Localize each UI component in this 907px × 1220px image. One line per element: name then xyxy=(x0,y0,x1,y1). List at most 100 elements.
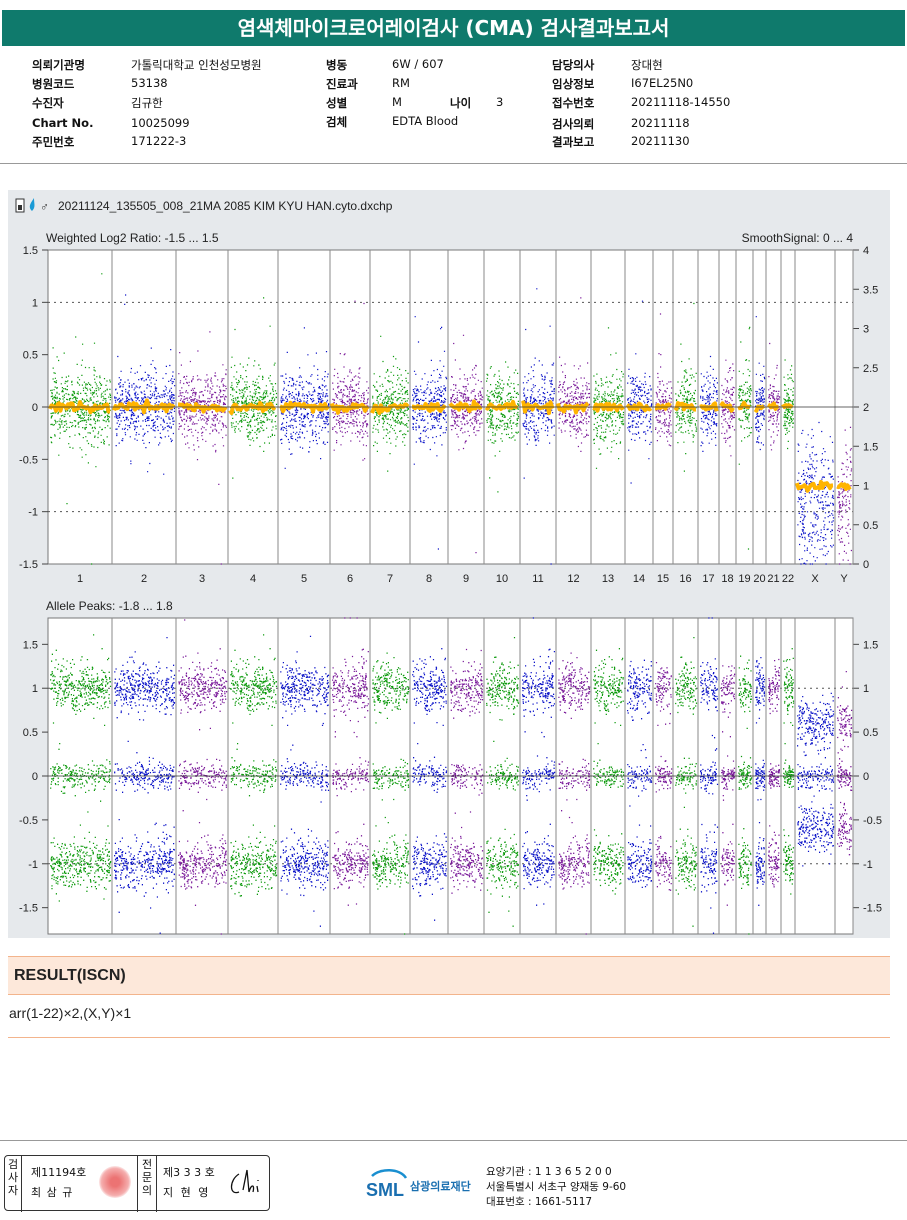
allele-points-chr-5 xyxy=(280,828,329,927)
chr-label-21: 21 xyxy=(767,573,779,585)
y-tick-label: -1 xyxy=(28,859,38,871)
log2-points-chr-6 xyxy=(332,300,370,461)
info-value: 20211130 xyxy=(631,134,690,148)
chr-label-19: 19 xyxy=(738,573,750,585)
allele-points-chr-5 xyxy=(280,724,330,803)
footer-line1: 요양기관 : 1 1 3 6 5 2 0 0 xyxy=(486,1166,612,1178)
divider xyxy=(0,163,907,164)
log2-points-chr-19 xyxy=(738,326,753,550)
chr-label-1: 1 xyxy=(77,573,83,585)
y-tick-label: -1.5 xyxy=(19,903,38,915)
y2-tick-label: 1 xyxy=(863,683,869,695)
y2-tick-label: 0 xyxy=(863,771,869,783)
result-heading-text: RESULT(ISCN) xyxy=(14,967,126,984)
info-value: I67EL25N0 xyxy=(631,76,694,90)
smooth-signal-chr-16 xyxy=(673,401,697,412)
allele-points-chr-9 xyxy=(450,648,484,719)
info-label: 검사의뢰 xyxy=(552,117,595,131)
org-name: 삼광의료재단 xyxy=(410,1180,471,1193)
allele-points-chr-16 xyxy=(675,636,698,715)
info-label: 진료과 xyxy=(326,77,358,91)
allele-points-chr-19 xyxy=(738,655,752,730)
chr-label-14: 14 xyxy=(633,573,645,585)
svg-text:SML: SML xyxy=(366,1180,404,1200)
allele-points-chr-7 xyxy=(372,759,410,819)
allele-points-chr-6 xyxy=(332,617,370,759)
y-tick-label: -0.5 xyxy=(19,815,38,827)
allele-points-chr-14 xyxy=(627,749,653,807)
allele-points-chr-15 xyxy=(655,661,672,727)
y-tick-label: 1.5 xyxy=(23,245,38,257)
y2-tick-label: 2.5 xyxy=(863,363,878,375)
info-value: 10025099 xyxy=(131,116,190,130)
allele-points-chr-X xyxy=(797,790,835,867)
chart-title: Allele Peaks: -1.8 ... 1.8 xyxy=(46,599,173,613)
info-label: Chart No. xyxy=(32,116,94,130)
allele-points-chr-12 xyxy=(558,759,591,819)
allele-points-chr-19 xyxy=(738,755,753,791)
allele-points-chr-20 xyxy=(755,656,766,724)
file-title: 20211124_135505_008_21MA 2085 KIM KYU HA… xyxy=(58,199,393,213)
tester-number: 제11194호 xyxy=(31,1166,87,1179)
allele-points-chr-Y xyxy=(837,670,853,754)
tester-label: 검사자 xyxy=(5,1156,22,1212)
y2-tick-label: 2 xyxy=(863,402,869,414)
smooth-signal-chr-X xyxy=(795,479,834,493)
allele-points-chr-21 xyxy=(768,825,780,888)
allele-points-chr-18 xyxy=(721,794,735,906)
info-label: 병동 xyxy=(326,58,348,72)
cma-chart: ♂ 20211124_135505_008_21MA 2085 KIM KYU … xyxy=(15,198,882,935)
log2-points-chr-12 xyxy=(558,297,591,452)
allele-points-chr-11 xyxy=(522,617,555,759)
y2-tick-label: 1.5 xyxy=(863,441,878,453)
allele-points-chr-22 xyxy=(783,721,795,789)
footer-line2: 서울특별시 서초구 양재동 9-60 xyxy=(486,1181,627,1193)
y-tick-label: 0 xyxy=(32,402,38,414)
log2-points-chr-Y xyxy=(837,426,853,565)
chr-label-18: 18 xyxy=(721,573,733,585)
info-label: 결과보고 xyxy=(552,135,595,149)
allele-points-chr-8 xyxy=(412,833,447,921)
smooth-signal-chr-13 xyxy=(592,401,625,413)
smooth-signal-chr-15 xyxy=(654,402,672,411)
y2-tick-label: 1.5 xyxy=(863,639,878,651)
allele-points-chr-6 xyxy=(332,731,370,793)
info-value: EDTA Blood xyxy=(392,114,459,128)
allele-points-chr-14 xyxy=(627,659,652,746)
smooth-signal-chr-6 xyxy=(330,402,370,415)
chr-label-4: 4 xyxy=(250,573,256,585)
allele-points-chr-10 xyxy=(486,778,520,927)
info-value: 장대현 xyxy=(631,58,663,72)
info-value: RM xyxy=(392,76,410,90)
y-tick-label: 0 xyxy=(32,771,38,783)
info-label: 검체 xyxy=(326,115,348,129)
y-tick-label: -0.5 xyxy=(19,454,38,466)
allele-points-chr-18 xyxy=(721,731,736,801)
allele-points-chr-2 xyxy=(114,636,176,721)
allele-points-chr-5 xyxy=(280,635,330,727)
seal-stamp xyxy=(99,1166,131,1198)
log2-points-chr-15 xyxy=(655,313,673,447)
y2-tick-label: 3.5 xyxy=(863,284,878,296)
tester-name: 최 삼 규 xyxy=(31,1186,74,1199)
chr-label-3: 3 xyxy=(199,573,205,585)
smooth-signal-chr-9 xyxy=(448,399,483,414)
info-label: 나이 xyxy=(450,96,472,110)
y2-tick-label: 4 xyxy=(863,245,869,257)
chr-label-20: 20 xyxy=(753,573,765,585)
result-divider xyxy=(8,1037,890,1038)
allele-points-chr-10 xyxy=(486,740,520,791)
info-value: 김규한 xyxy=(131,96,163,110)
info-value: 3 xyxy=(496,95,504,109)
info-label: 의뢰기관명 xyxy=(32,58,85,72)
allele-points-chr-2 xyxy=(114,778,175,934)
allele-points-chr-X xyxy=(797,692,835,781)
info-value: 가톨릭대학교 인천성모병원 xyxy=(131,58,262,72)
chr-label-16: 16 xyxy=(679,573,691,585)
chr-label-5: 5 xyxy=(301,573,307,585)
y-tick-label: 1 xyxy=(32,297,38,309)
allele-points-chr-13 xyxy=(593,648,624,745)
allele-points-chr-9 xyxy=(450,811,484,894)
allele-points-chr-17 xyxy=(700,617,719,737)
specialist-number: 제3 3 3 호 xyxy=(163,1166,215,1179)
